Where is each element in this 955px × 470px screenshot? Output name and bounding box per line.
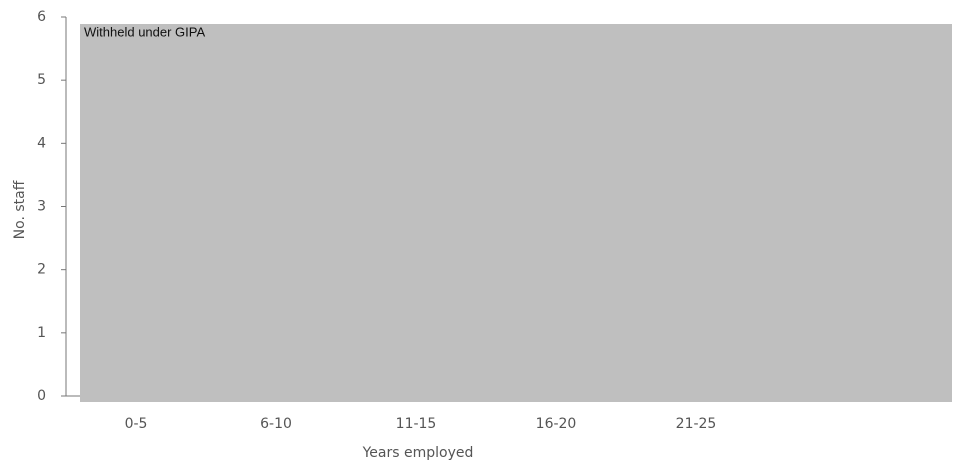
x-tick-label: 16-20 [536, 416, 577, 432]
x-tick-label: 11-15 [396, 416, 437, 432]
y-tick-label: 2 [37, 262, 46, 278]
x-axis-title: Years employed [362, 445, 474, 461]
x-tick-label: 21-25 [676, 416, 717, 432]
y-tick-label: 4 [37, 135, 46, 151]
x-tick-label: 6-10 [260, 416, 292, 432]
redaction-label: Withheld under GIPA [84, 24, 205, 39]
y-tick-label: 1 [37, 325, 46, 341]
x-tick-label: 0-5 [125, 416, 148, 432]
y-tick-label: 6 [37, 9, 46, 25]
y-tick-label: 5 [37, 72, 46, 88]
y-tick-label: 3 [37, 199, 46, 215]
y-tick-label: 0 [37, 388, 46, 404]
redaction-box [80, 24, 952, 402]
y-axis-title: No. staff [12, 180, 28, 239]
